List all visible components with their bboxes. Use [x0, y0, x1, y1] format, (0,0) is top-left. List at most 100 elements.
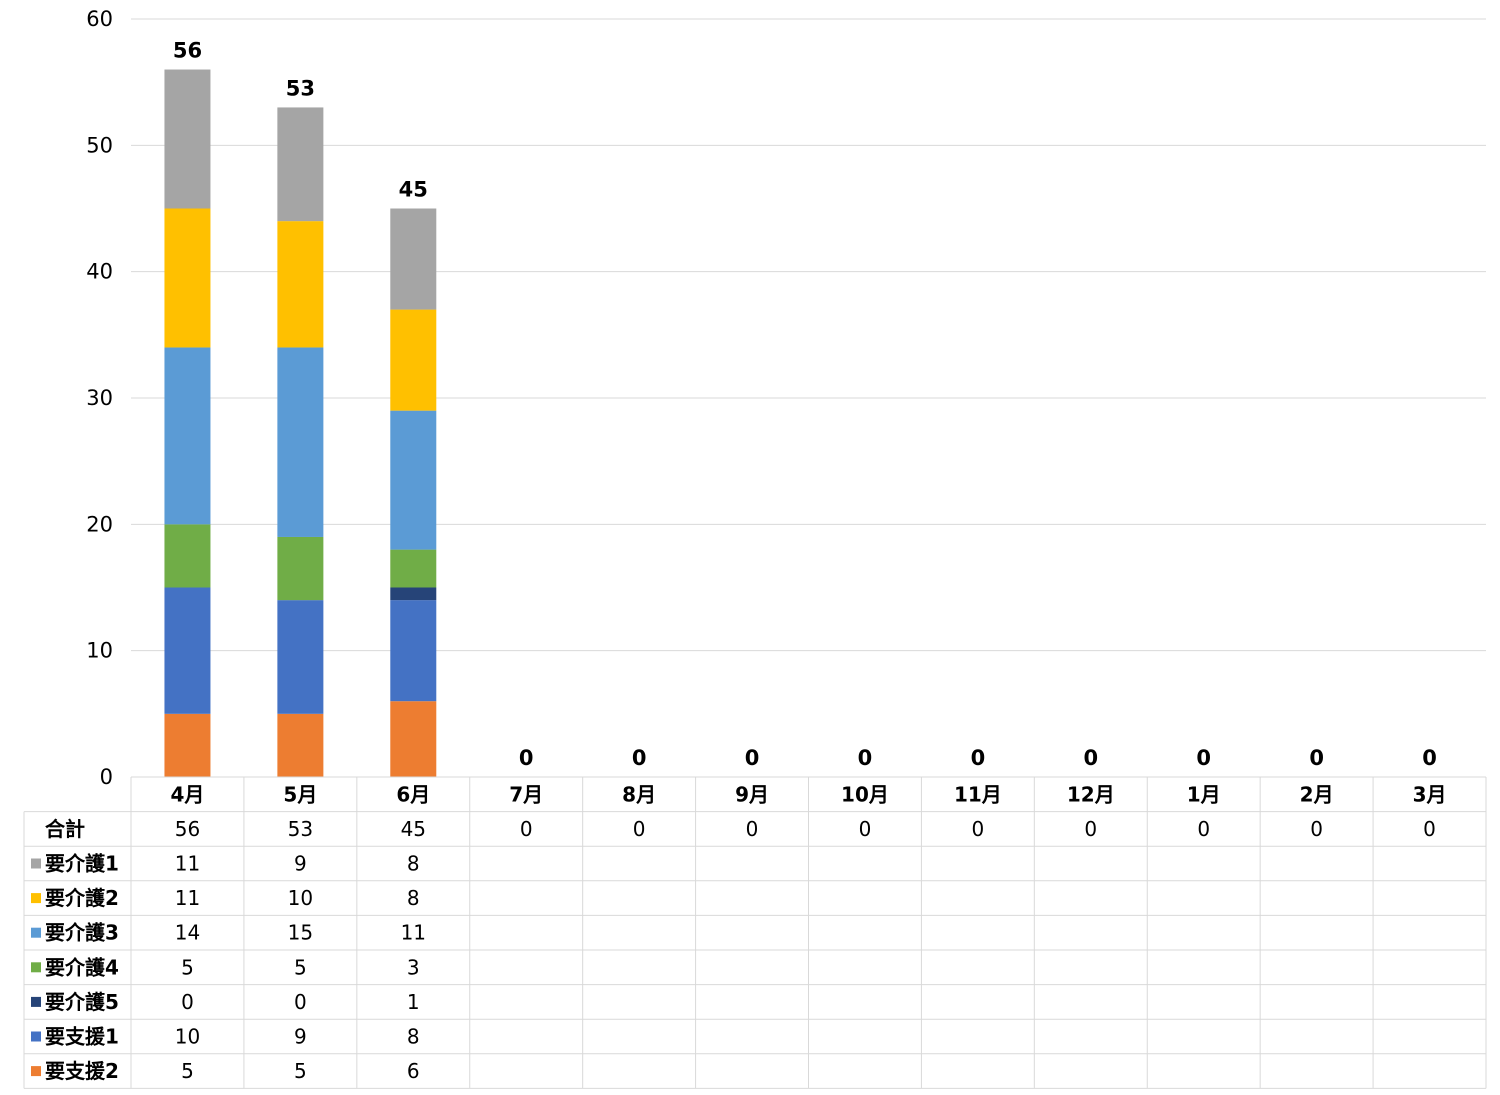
bar-segment — [390, 587, 437, 601]
table-cell-value: 3 — [407, 955, 420, 979]
x-tick-label: 8月 — [622, 782, 656, 806]
table-cell-value: 56 — [175, 817, 200, 841]
x-tick-label: 9月 — [735, 782, 769, 806]
bar-segment — [164, 69, 211, 209]
bar-segment — [164, 587, 211, 714]
legend-key — [31, 962, 41, 973]
table-cell-value: 5 — [294, 955, 307, 979]
x-tick-label: 2月 — [1300, 782, 1334, 806]
y-tick-label: 0 — [100, 765, 113, 789]
legend-key — [31, 1031, 41, 1042]
legend-entry: 要支援1 — [45, 1025, 119, 1049]
table-cell-value: 5 — [294, 1059, 307, 1083]
bar-segment — [164, 713, 211, 777]
data-label-total: 45 — [399, 178, 428, 202]
legend-entry: 要介護2 — [45, 886, 119, 910]
table-cell-value: 5 — [181, 1059, 194, 1083]
table-cell-value: 6 — [407, 1059, 420, 1083]
bar-segment — [277, 221, 324, 348]
bar-segment — [390, 208, 437, 310]
y-tick-label: 30 — [86, 386, 113, 410]
data-label-total: 0 — [1083, 746, 1098, 770]
bar-segment — [277, 347, 324, 537]
table-cell-value: 0 — [520, 817, 533, 841]
legend-entry: 要介護1 — [45, 852, 119, 876]
data-label-total: 0 — [971, 746, 986, 770]
bar-segment — [277, 107, 324, 222]
table-cell-value: 0 — [1310, 817, 1323, 841]
table-cell-value: 9 — [294, 852, 307, 876]
legend-entry: 要支援2 — [45, 1059, 119, 1083]
x-tick-label: 10月 — [841, 782, 889, 806]
bar-segment — [390, 549, 437, 588]
table-cell-value: 53 — [288, 817, 313, 841]
legend-entry: 要介護3 — [45, 921, 119, 945]
legend-key — [31, 893, 41, 904]
data-label-total: 0 — [1196, 746, 1211, 770]
table-cell-value: 1 — [407, 990, 420, 1014]
x-tick-label: 11月 — [954, 782, 1002, 806]
x-tick-label: 12月 — [1067, 782, 1115, 806]
table-cell-value: 0 — [1197, 817, 1210, 841]
x-tick-label: 7月 — [509, 782, 543, 806]
bar-segment — [164, 208, 211, 348]
table-cell-value: 0 — [181, 990, 194, 1014]
table-cell-value: 0 — [746, 817, 759, 841]
table-cell-value: 10 — [175, 1025, 200, 1049]
legend-key — [31, 927, 41, 938]
table-cell-value: 10 — [288, 886, 313, 910]
x-tick-label: 1月 — [1187, 782, 1221, 806]
bar-segment — [164, 524, 211, 588]
total-labels: 56 53 45 0 0 0 0 0 0 0 0 0 — [173, 39, 1437, 770]
y-tick-label: 40 — [86, 260, 113, 284]
table-cell-value: 9 — [294, 1025, 307, 1049]
data-label-total: 56 — [173, 39, 202, 63]
bar-segment — [277, 600, 324, 714]
bar-segment — [390, 701, 437, 777]
bar-segment — [164, 347, 211, 525]
bar-segment — [390, 309, 437, 411]
y-tick-label: 10 — [86, 639, 113, 663]
data-label-total: 0 — [519, 746, 534, 770]
table-cell-value: 0 — [294, 990, 307, 1014]
legend-key — [31, 996, 41, 1007]
legend-entry: 要介護4 — [45, 955, 119, 979]
legend-key — [31, 1066, 41, 1077]
data-label-total: 53 — [286, 76, 315, 100]
table-cell-value: 11 — [175, 852, 200, 876]
table-cell-value: 11 — [175, 886, 200, 910]
table-cell-value: 14 — [175, 921, 200, 945]
table-cell-value: 8 — [407, 852, 420, 876]
table-cell-value: 0 — [633, 817, 646, 841]
y-tick-label: 60 — [86, 7, 113, 31]
table-cell-value: 11 — [401, 921, 426, 945]
data-label-total: 0 — [632, 746, 647, 770]
bar-segment — [390, 410, 437, 550]
data-label-total: 0 — [745, 746, 760, 770]
table-cell-value: 45 — [401, 817, 426, 841]
bar-segment — [277, 713, 324, 777]
x-tick-label: 6月 — [396, 782, 430, 806]
table-cell-value: 5 — [181, 955, 194, 979]
table-cell-value: 0 — [859, 817, 872, 841]
legend-key — [31, 858, 41, 869]
x-tick-label: 4月 — [170, 782, 204, 806]
bar-segment — [277, 536, 324, 601]
legend-entry: 要介護5 — [45, 990, 119, 1014]
data-label-total: 0 — [1309, 746, 1324, 770]
table-cell-value: 0 — [1423, 817, 1436, 841]
gridlines — [131, 18, 1486, 652]
x-tick-label: 5月 — [283, 782, 317, 806]
table-cell-value: 0 — [1084, 817, 1097, 841]
bar-segment — [390, 600, 437, 702]
table-cell-value: 15 — [288, 921, 313, 945]
y-tick-label: 20 — [86, 512, 113, 536]
data-label-total: 0 — [1422, 746, 1437, 770]
table-cell-value: 8 — [407, 886, 420, 910]
table-cell-value: 8 — [407, 1025, 420, 1049]
table-row-label-total: 合計 — [45, 817, 85, 841]
y-tick-label: 50 — [86, 133, 113, 157]
table-cell-value: 0 — [972, 817, 985, 841]
